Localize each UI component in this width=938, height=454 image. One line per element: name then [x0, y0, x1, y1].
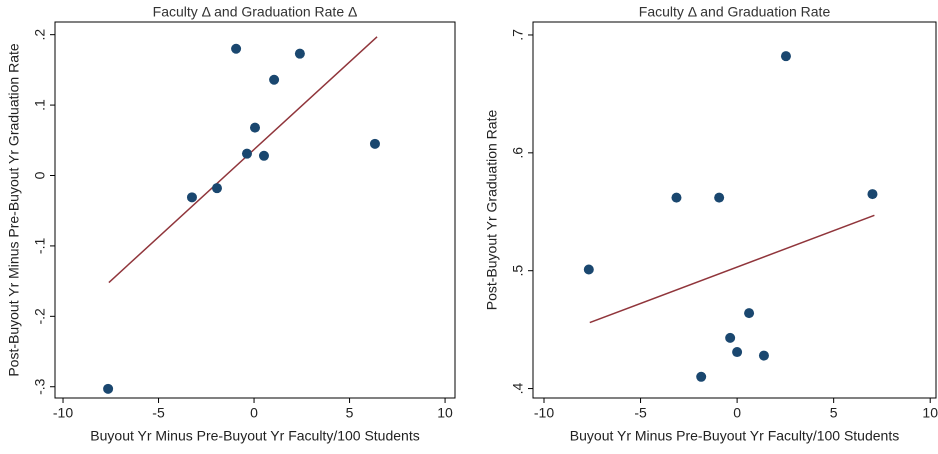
- point: [241, 148, 252, 159]
- point: [103, 383, 114, 394]
- point: [725, 332, 736, 343]
- x-tick-label: 5: [346, 405, 354, 421]
- plot-frame: [54, 21, 456, 399]
- point: [732, 347, 743, 358]
- x-tick-label: -5: [634, 405, 647, 421]
- y-tick-label: .6: [510, 147, 526, 159]
- point: [294, 48, 305, 59]
- fit-line: [108, 36, 378, 284]
- x-tick-label: 0: [733, 405, 741, 421]
- x-tick-label: 10: [922, 405, 938, 421]
- x-tick-label: 0: [250, 405, 258, 421]
- chart-title: Faculty Δ and Graduation Rate Δ: [153, 4, 358, 20]
- x-axis-label: Buyout Yr Minus Pre-Buyout Yr Faculty/10…: [570, 428, 899, 444]
- point: [583, 264, 594, 275]
- y-axis-label: Post-Buyout Yr Graduation Rate: [484, 110, 500, 311]
- y-tick-label: .1: [32, 99, 48, 111]
- point: [867, 189, 878, 200]
- x-tick-label: 10: [437, 405, 453, 421]
- y-axis-label: Post-Buyout Yr Minus Pre-Buyout Yr Gradu…: [6, 43, 22, 377]
- point: [369, 138, 380, 149]
- chart-title: Faculty Δ and Graduation Rate: [639, 4, 831, 20]
- x-tick-label: 5: [830, 405, 838, 421]
- y-tick-label: .7: [510, 29, 526, 41]
- point: [714, 192, 725, 203]
- x-tick-label: -5: [152, 405, 165, 421]
- point: [744, 308, 755, 319]
- point: [780, 51, 791, 62]
- y-tick-label: .5: [510, 265, 526, 277]
- point: [231, 43, 242, 54]
- x-tick-label: -10: [53, 405, 73, 421]
- point: [269, 74, 280, 85]
- point: [696, 371, 707, 382]
- point: [758, 350, 769, 361]
- y-tick-label: -.2: [32, 308, 48, 325]
- y-tick-label: 0: [32, 171, 48, 179]
- point: [186, 192, 197, 203]
- fit-line: [589, 214, 875, 324]
- x-axis-label: Buyout Yr Minus Pre-Buyout Yr Faculty/10…: [90, 428, 419, 444]
- y-tick-label: -.1: [32, 238, 48, 255]
- point: [211, 183, 222, 194]
- plot-frame: [532, 21, 937, 399]
- y-tick-label: -.3: [32, 378, 48, 395]
- point: [250, 122, 260, 133]
- point: [258, 150, 269, 161]
- x-tick-label: -10: [534, 405, 554, 421]
- y-tick-label: .2: [32, 29, 48, 41]
- point: [671, 192, 682, 203]
- y-tick-label: .4: [510, 383, 526, 395]
